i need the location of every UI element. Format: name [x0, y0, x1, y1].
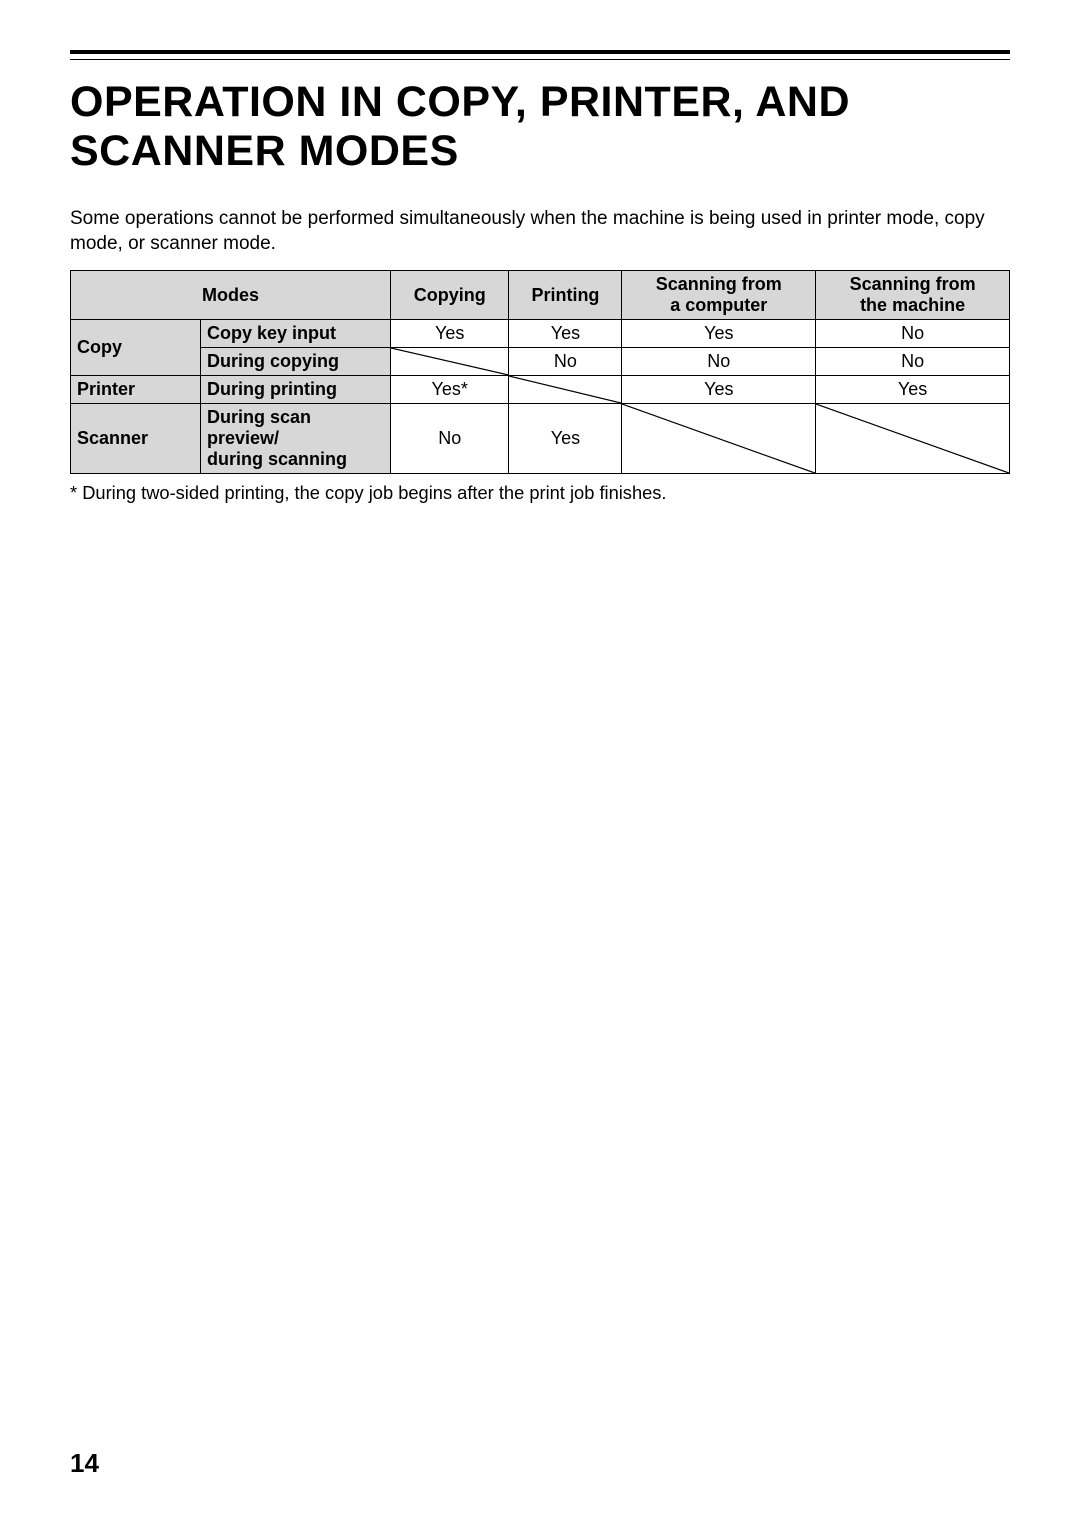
col-scan-computer-l2: a computer: [670, 295, 767, 315]
table-cell: [391, 348, 509, 376]
row-subcategory: During scan preview/during scanning: [201, 404, 391, 474]
table-row: CopyCopy key inputYesYesYesNo: [71, 320, 1010, 348]
row-subcategory: Copy key input: [201, 320, 391, 348]
col-scan-computer-l1: Scanning from: [656, 274, 782, 294]
table-cell: Yes*: [391, 376, 509, 404]
table-row: During copyingNoNoNo: [71, 348, 1010, 376]
row-category: Printer: [71, 376, 201, 404]
table-cell: No: [622, 348, 816, 376]
table-cell: [816, 404, 1010, 474]
table-body: CopyCopy key inputYesYesYesNoDuring copy…: [71, 320, 1010, 474]
row-category: Scanner: [71, 404, 201, 474]
table-cell: Yes: [622, 376, 816, 404]
table-cell: Yes: [391, 320, 509, 348]
table-cell: Yes: [816, 376, 1010, 404]
table-row: PrinterDuring printingYes* YesYes: [71, 376, 1010, 404]
col-copying: Copying: [391, 271, 509, 320]
row-subcategory: During copying: [201, 348, 391, 376]
col-scan-machine: Scanning from the machine: [816, 271, 1010, 320]
col-printing: Printing: [509, 271, 622, 320]
table-cell: Yes: [509, 320, 622, 348]
modes-table: Modes Copying Printing Scanning from a c…: [70, 270, 1010, 474]
table-header-row: Modes Copying Printing Scanning from a c…: [71, 271, 1010, 320]
footnote: * During two-sided printing, the copy jo…: [70, 482, 1010, 504]
page-container: OPERATION IN COPY, PRINTER, AND SCANNER …: [0, 0, 1080, 1527]
page-title: OPERATION IN COPY, PRINTER, AND SCANNER …: [70, 78, 1010, 177]
col-scan-computer: Scanning from a computer: [622, 271, 816, 320]
row-category: Copy: [71, 320, 201, 376]
intro-paragraph: Some operations cannot be performed simu…: [70, 207, 1010, 256]
table-cell: Yes: [622, 320, 816, 348]
table-cell: No: [509, 348, 622, 376]
col-modes: Modes: [71, 271, 391, 320]
page-number: 14: [70, 1448, 99, 1479]
col-scan-machine-l1: Scanning from: [850, 274, 976, 294]
table-cell: No: [816, 320, 1010, 348]
table-cell: No: [816, 348, 1010, 376]
table-cell: No: [391, 404, 509, 474]
heading-rule: [70, 50, 1010, 60]
col-scan-machine-l2: the machine: [860, 295, 965, 315]
row-subcategory: During printing: [201, 376, 391, 404]
table-cell: [509, 376, 622, 404]
table-cell: Yes: [509, 404, 622, 474]
table-row: ScannerDuring scan preview/during scanni…: [71, 404, 1010, 474]
table-cell: [622, 404, 816, 474]
